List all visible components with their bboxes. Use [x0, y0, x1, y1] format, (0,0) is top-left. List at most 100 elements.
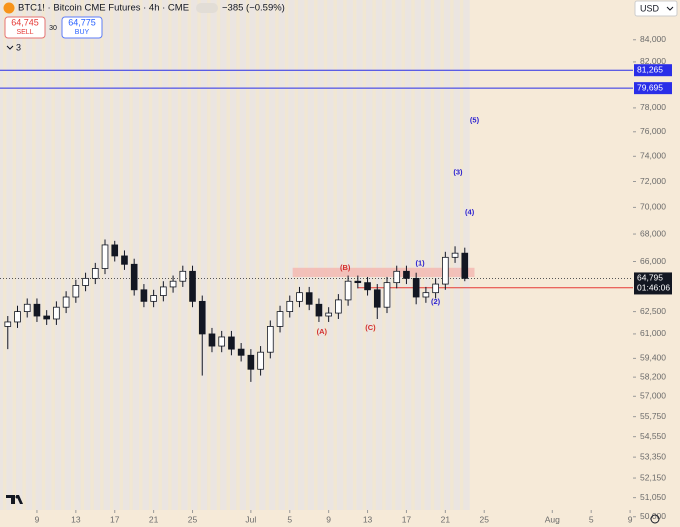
candle-body [4, 321, 12, 327]
price-zone [292, 267, 475, 277]
session-break [61, 0, 65, 510]
x-tick-label: Jul [245, 514, 256, 524]
session-break [304, 0, 308, 510]
symbol-icon [3, 2, 15, 14]
session-break [284, 0, 289, 510]
last-price-label: 64,795 [637, 273, 663, 283]
y-tick-label: 76,000 [640, 126, 666, 136]
session-break [119, 0, 124, 510]
y-tick-label: 70,000 [640, 202, 666, 212]
candle-body [91, 268, 99, 279]
y-tick-label: 66,000 [640, 256, 666, 266]
candle-body [218, 336, 226, 347]
session-break [236, 0, 240, 510]
y-tick-label: 57,000 [640, 391, 666, 401]
candle-body [33, 303, 41, 317]
candle-body [53, 306, 60, 320]
candle-body [383, 282, 391, 308]
session-break [391, 0, 396, 510]
candle-body [373, 289, 381, 308]
price-line-box [634, 82, 672, 95]
candle-body [422, 292, 430, 298]
session-break [352, 0, 357, 510]
session-break [129, 0, 133, 510]
candle-body [364, 282, 371, 291]
candle-body [160, 286, 167, 296]
time-axis [0, 510, 633, 527]
collapse-icon[interactable] [6, 45, 14, 50]
session-break [226, 0, 230, 510]
x-tick-label: 13 [363, 514, 373, 524]
sell-button[interactable] [4, 16, 46, 39]
session-break [246, 0, 250, 510]
session-break [275, 0, 279, 510]
candle-body [393, 270, 401, 284]
session-break [2, 0, 7, 510]
y-tick-label: 68,000 [640, 228, 666, 238]
y-tick-label: 53,350 [640, 451, 666, 461]
wave-label: (A) [317, 327, 328, 336]
currency-button[interactable] [634, 0, 678, 17]
y-tick-label: 62,500 [640, 306, 666, 316]
candle-body [14, 311, 21, 323]
candle-body [296, 292, 303, 302]
wave-label: (B) [340, 263, 351, 272]
last-price-box [634, 272, 672, 295]
session-break [323, 0, 328, 510]
session-break [294, 0, 299, 510]
candle-body [325, 312, 332, 317]
candle-body [461, 252, 469, 279]
session-break [197, 0, 201, 510]
y-tick-label: 84,000 [640, 34, 666, 44]
session-break [343, 0, 347, 510]
y-tick-label: 50,000 [640, 511, 666, 521]
session-break [314, 0, 318, 510]
candle-body [344, 280, 352, 301]
candle-body [72, 285, 80, 298]
status-pill [196, 3, 218, 13]
buy-price: 64,775 [68, 17, 96, 27]
candle-body [315, 303, 323, 317]
session-break [411, 0, 415, 510]
candle-body [412, 277, 420, 298]
x-tick-label: 21 [441, 514, 451, 524]
x-tick-label: 9 [35, 514, 40, 524]
x-tick-label: 25 [479, 514, 489, 524]
session-break [440, 0, 444, 510]
settings-icon[interactable] [650, 514, 660, 524]
candle-body [237, 348, 245, 356]
countdown: 01:46:06 [637, 283, 670, 293]
x-tick-label: 21 [149, 514, 159, 524]
session-break [421, 0, 425, 510]
indicators-count: 3 [16, 42, 21, 52]
candle-body [247, 354, 255, 370]
wave-label: (5) [470, 116, 480, 125]
candle-body [442, 256, 449, 285]
candle-body [121, 255, 128, 265]
price-line-box [634, 64, 672, 77]
candle-body [82, 277, 89, 286]
buy-button[interactable] [61, 16, 103, 39]
session-break [333, 0, 337, 510]
session-break [139, 0, 143, 510]
y-tick-label: 82,000 [640, 56, 666, 66]
candle-body [62, 296, 70, 308]
price-line-label: 81,265 [637, 64, 663, 74]
session-break [207, 0, 211, 510]
y-tick-label: 51,050 [640, 492, 666, 502]
session-break [70, 0, 75, 510]
session-break [255, 0, 260, 510]
candle-body [276, 311, 284, 327]
candle-body [432, 283, 439, 294]
wave-label: (4) [465, 208, 475, 217]
candle-body [130, 263, 138, 291]
price-change: −385 (−0.59%) [222, 3, 285, 14]
session-break [51, 0, 55, 510]
candle-body [403, 270, 410, 279]
y-tick-label: 59,400 [640, 353, 666, 363]
y-tick-label: 54,550 [640, 431, 666, 441]
spread: 30 [49, 25, 57, 32]
candle-body [150, 295, 157, 302]
session-break [80, 0, 85, 510]
candle-body [189, 270, 196, 302]
